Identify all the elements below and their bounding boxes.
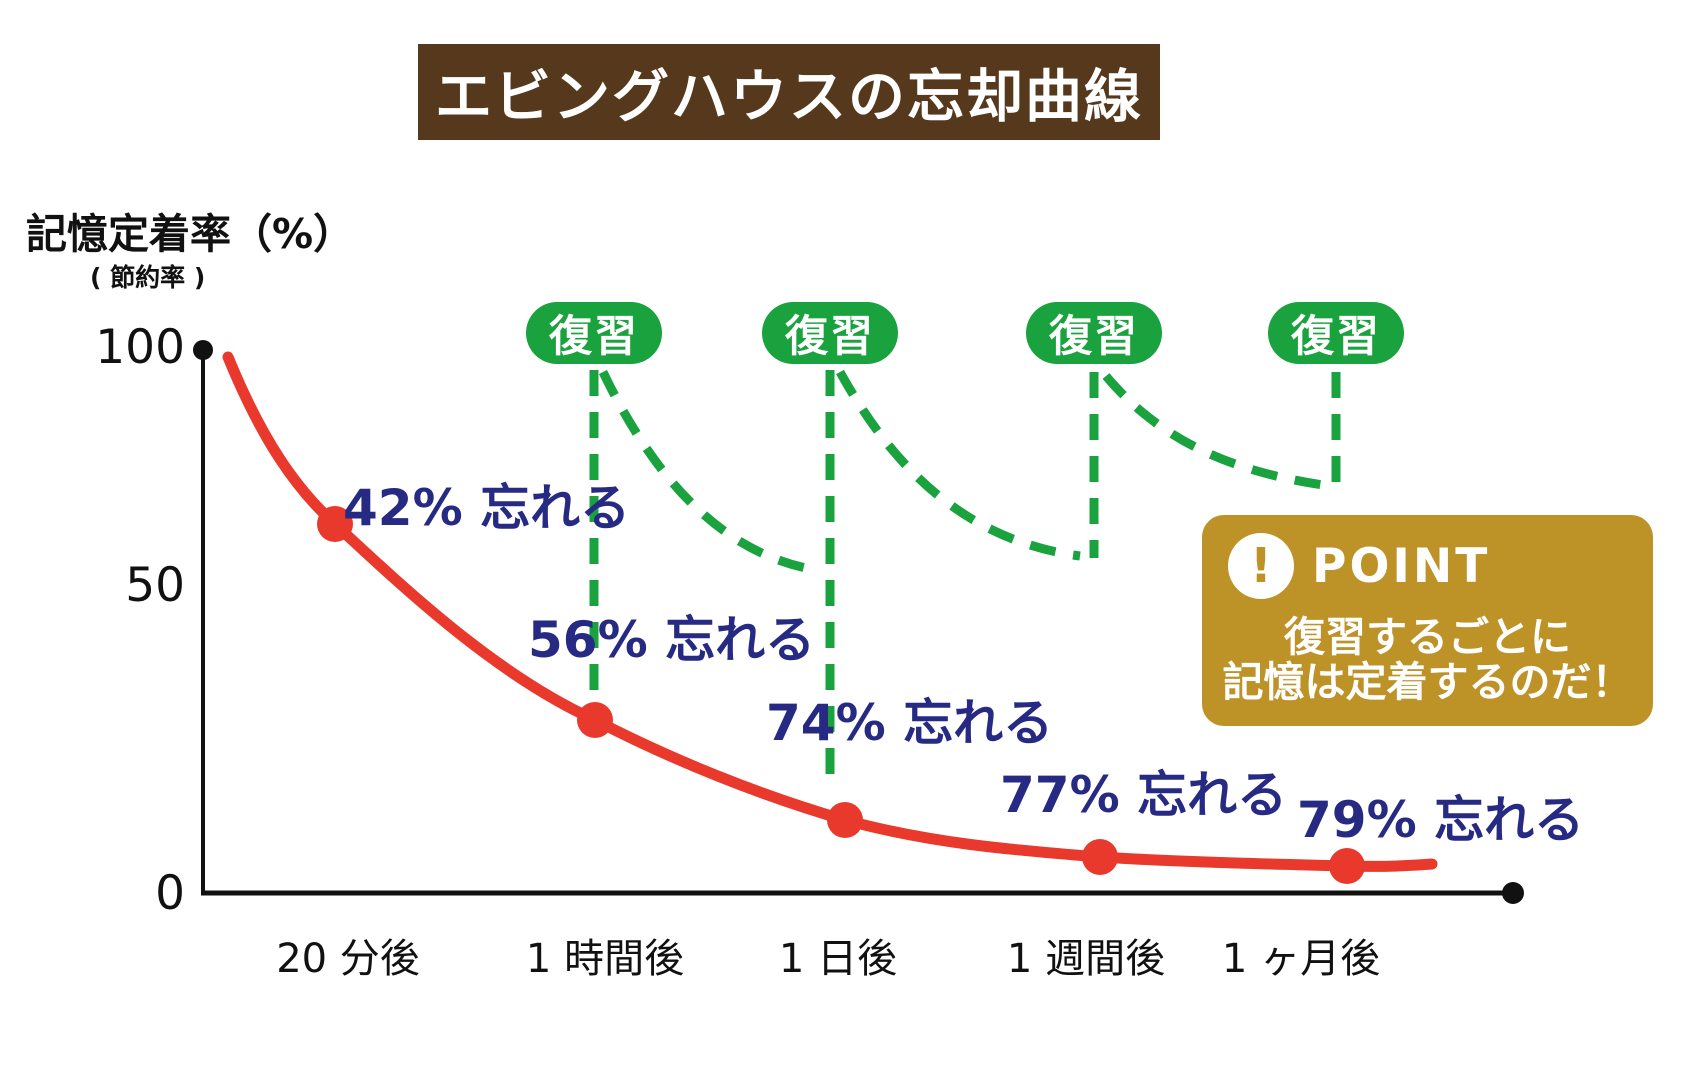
point-callout-box: ! POINT 復習するごとに 記憶は定着するのだ！ — [1202, 515, 1653, 726]
y-axis-sublabel: ( 節約率 ) — [90, 263, 206, 292]
x-axis-end-dot — [1502, 882, 1524, 904]
review-decay-curve-2 — [836, 369, 1081, 561]
annotation-77-percent: 77% 忘れる — [1000, 766, 1288, 824]
review-badge-3: 復習 — [1026, 302, 1162, 364]
review-badge-2: 復習 — [762, 302, 898, 364]
annotation-56-percent: 56% 忘れる — [528, 611, 816, 669]
review-badge-1: 復習 — [526, 302, 662, 364]
review-badge-label: 復習 — [1049, 312, 1139, 362]
x-tick-1day: 1 日後 — [778, 936, 898, 982]
annotation-74-percent: 74% 忘れる — [766, 694, 1054, 752]
review-badge-4: 復習 — [1268, 302, 1404, 364]
y-tick-100: 100 — [95, 320, 185, 375]
data-point-1week — [1082, 839, 1118, 875]
point-text-line1: 復習するごとに — [1284, 613, 1571, 661]
point-title: POINT — [1312, 538, 1491, 594]
title-banner: エビングハウスの忘却曲線 — [418, 44, 1160, 140]
exclamation-icon: ! — [1228, 533, 1294, 599]
x-tick-20min: 20 分後 — [276, 936, 420, 982]
exclamation-glyph: ! — [1250, 538, 1272, 594]
review-decay-curve-3 — [1102, 373, 1331, 491]
data-point-1hour — [577, 702, 613, 738]
x-tick-1hour: 1 時間後 — [525, 936, 685, 982]
y-tick-0: 0 — [155, 866, 185, 921]
y-axis-label: 記憶定着率（%） — [26, 210, 355, 258]
point-header: ! POINT — [1228, 533, 1490, 599]
point-text-line2: 記憶は定着するのだ！ — [1222, 658, 1633, 706]
y-axis-top-dot — [193, 340, 213, 360]
page-title: エビングハウスの忘却曲線 — [435, 64, 1143, 130]
annotation-42-percent: 42% 忘れる — [343, 479, 631, 537]
data-point-1day — [827, 802, 863, 838]
x-tick-1week: 1 週間後 — [1006, 936, 1166, 982]
data-point-1month — [1329, 848, 1365, 884]
review-badge-label: 復習 — [549, 312, 639, 362]
x-tick-1month: 1 ヶ月後 — [1221, 936, 1381, 982]
review-decay-curve-1 — [598, 370, 807, 573]
annotation-79-percent: 79% 忘れる — [1297, 791, 1585, 849]
y-tick-50: 50 — [125, 558, 185, 613]
data-point-20min — [317, 506, 353, 542]
review-badge-label: 復習 — [785, 312, 875, 362]
review-badge-label: 復習 — [1291, 312, 1381, 362]
